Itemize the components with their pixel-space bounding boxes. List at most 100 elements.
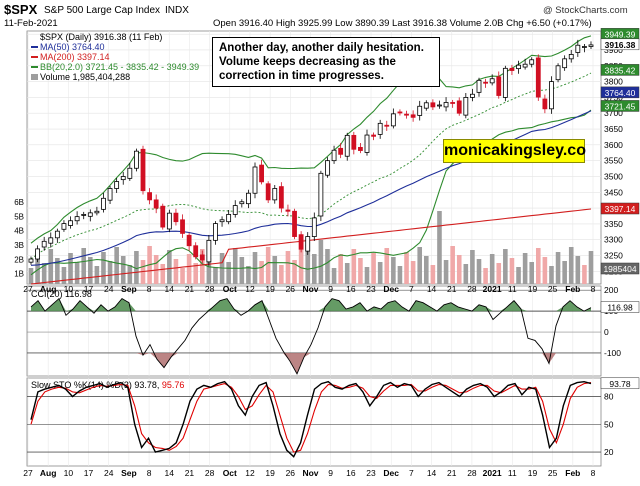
cci-tick-label: -100 xyxy=(604,348,621,358)
volume-bar xyxy=(391,257,396,284)
x-tick-label-bottom: 10 xyxy=(64,468,74,478)
price-tick-label: 3350 xyxy=(604,219,623,229)
sto-value-text: 93.78 xyxy=(609,379,631,389)
candle-body xyxy=(344,134,350,157)
x-tick-label: 8 xyxy=(147,284,152,294)
candle-body xyxy=(160,205,166,228)
candle-body xyxy=(107,188,113,201)
volume-bar xyxy=(74,262,80,284)
volume-bar xyxy=(483,268,488,284)
candle-body xyxy=(166,212,172,230)
volume-bar xyxy=(542,257,548,284)
price-tick-label: 3550 xyxy=(604,156,623,166)
x-tick-label-bottom: 17 xyxy=(84,468,94,478)
cci-tick-label: 0 xyxy=(604,327,609,337)
candle-body xyxy=(48,237,54,244)
candle-body xyxy=(522,63,528,68)
candle-body xyxy=(562,58,568,69)
x-tick-label-bottom: Sep xyxy=(121,468,137,478)
volume-bar xyxy=(298,236,304,284)
volume-bar xyxy=(55,258,60,284)
x-tick-label-bottom: 19 xyxy=(528,468,538,478)
legend-price: $SPX (Daily) 3916.38 (11 Feb) xyxy=(40,32,162,42)
candle-body xyxy=(516,64,521,70)
volume-bar xyxy=(476,259,482,284)
commentary-line-1: Another day, another daily hesitation. xyxy=(219,42,424,54)
volume-tick-label: 5B xyxy=(14,212,24,221)
x-tick-label: 2021 xyxy=(483,284,502,294)
volume-bar xyxy=(239,257,245,284)
volume-bar xyxy=(450,246,455,284)
volume-bar xyxy=(134,251,139,284)
x-tick-label-bottom: 28 xyxy=(467,468,477,478)
x-tick-label-bottom: 21 xyxy=(447,468,457,478)
candle-body xyxy=(377,122,383,135)
candle-body xyxy=(259,164,264,183)
sto-title: Slow STO %K(14) %D(3) 93.78, 95.76 xyxy=(31,380,184,390)
x-tick-label: 14 xyxy=(165,284,175,294)
x-tick-label: 16 xyxy=(346,284,356,294)
volume-bar xyxy=(417,247,423,284)
candle-body xyxy=(213,223,218,241)
value-label-text: 3397.14 xyxy=(605,204,636,214)
volume-bar xyxy=(61,267,67,284)
candle-body xyxy=(509,67,515,71)
volume-bar xyxy=(555,252,561,284)
candle-body xyxy=(417,105,423,116)
candle-body xyxy=(358,146,363,151)
candle-body xyxy=(476,79,482,93)
cci-line xyxy=(30,297,592,375)
candle-body xyxy=(423,102,429,109)
volume-bar xyxy=(68,253,73,284)
candle-body xyxy=(331,149,337,162)
volume-bar xyxy=(344,263,350,284)
x-tick-label: 12 xyxy=(245,284,255,294)
x-tick-label-bottom: 28 xyxy=(205,468,215,478)
volume-bar xyxy=(127,265,133,284)
candle-body xyxy=(555,65,561,81)
candle-body xyxy=(120,176,126,181)
x-tick-label: Feb xyxy=(565,284,580,294)
volume-bar xyxy=(377,262,383,284)
volume-bar xyxy=(41,263,47,284)
volume-tick-label: 3B xyxy=(14,241,24,250)
candle-body xyxy=(443,102,449,108)
value-label: 3721.45 xyxy=(600,100,640,112)
x-tick-label-bottom: Aug xyxy=(40,468,57,478)
x-tick-label-bottom: 11 xyxy=(508,468,517,478)
value-label: 3835.42 xyxy=(600,64,640,76)
x-tick-label-bottom: 16 xyxy=(346,468,356,478)
candle-body xyxy=(272,188,278,201)
x-tick-label-bottom: 8 xyxy=(147,468,152,478)
cci-value-label: 116.98 xyxy=(600,301,640,313)
value-label-box xyxy=(600,100,640,112)
x-tick-label-bottom: 26 xyxy=(286,468,296,478)
volume-bar xyxy=(232,248,238,284)
candle-body xyxy=(101,197,106,210)
candle-body xyxy=(193,245,199,258)
candle-body xyxy=(87,212,93,217)
x-tick-label-bottom: Oct xyxy=(223,468,237,478)
commentary-line-3: correction in time progresses. xyxy=(219,70,384,82)
candle-body xyxy=(338,147,344,155)
volume-bar xyxy=(496,263,502,284)
candle-body xyxy=(371,134,376,137)
legend-volume: Volume 1,985,404,288 xyxy=(40,72,130,82)
candle-body xyxy=(410,114,416,118)
volume-bar xyxy=(167,250,172,284)
value-label-box xyxy=(600,202,640,215)
x-axis: 27 27 Aug Aug 10 10 17 17 24 24 Sep Sep 8 8 14 14 21 21 28… xyxy=(23,284,595,478)
volume-bar xyxy=(28,268,34,284)
candle-body xyxy=(74,216,80,222)
value-label-box xyxy=(600,262,640,275)
cci-panel xyxy=(26,285,602,377)
sto-grid xyxy=(27,378,594,466)
volume-bar xyxy=(101,252,106,284)
x-tick-label-bottom: 19 xyxy=(265,468,275,478)
volume-tick-label: 1B xyxy=(14,270,24,279)
x-tick-label-bottom: 23 xyxy=(366,468,376,478)
volume-bar xyxy=(94,266,100,284)
price-tick-label: 3800 xyxy=(604,77,623,87)
value-label: 3949.39 xyxy=(600,28,640,40)
x-tick-label-bottom: Feb xyxy=(565,468,580,478)
